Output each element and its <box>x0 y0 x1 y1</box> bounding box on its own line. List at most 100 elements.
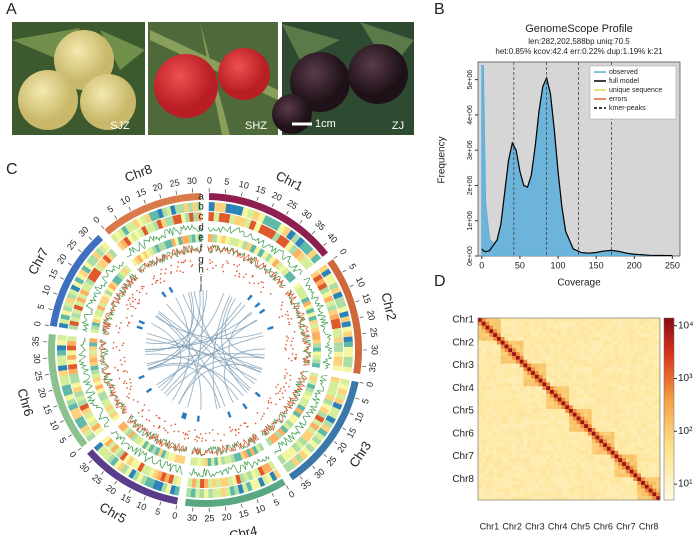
heat-cell <box>512 352 517 357</box>
heat-cell <box>557 405 562 410</box>
heat-cell <box>156 219 164 230</box>
heat-cell <box>565 325 570 330</box>
heat-cell <box>508 386 513 391</box>
heat-cell <box>618 454 623 459</box>
track-line <box>284 290 311 366</box>
heat-cell <box>216 488 222 498</box>
heat-cell <box>489 329 494 334</box>
heat-cell <box>610 371 615 376</box>
heat-cell <box>584 412 589 417</box>
synteny-link <box>147 332 258 381</box>
track-point <box>123 380 126 383</box>
heat-cell <box>584 329 589 334</box>
track-point <box>235 270 238 273</box>
synteny-link <box>146 353 265 365</box>
heat-cell <box>637 409 642 413</box>
heat-cell <box>550 371 555 376</box>
heat-cell <box>88 418 99 428</box>
heat-cell <box>595 405 600 410</box>
heat-cell <box>576 469 581 474</box>
heat-cell <box>603 420 608 425</box>
heat-cell <box>531 378 536 383</box>
heat-cell <box>553 397 558 402</box>
track-point <box>182 271 184 274</box>
heat-cell <box>292 248 303 259</box>
heat-cell <box>531 454 536 459</box>
heat-cell <box>557 352 562 357</box>
heat-cell <box>96 387 106 394</box>
heat-cell <box>572 454 577 459</box>
heat-cell <box>512 355 517 360</box>
heat-cell <box>527 336 532 341</box>
heat-cell <box>504 416 509 421</box>
heat-cell <box>656 465 661 470</box>
heat-cell <box>599 454 604 459</box>
heat-cell <box>139 474 148 485</box>
track-point <box>131 314 133 317</box>
heat-cell <box>603 431 608 436</box>
heat-cell <box>489 401 494 406</box>
heat-cell <box>531 401 536 406</box>
heat-cell <box>512 477 517 482</box>
track-point <box>240 424 242 427</box>
heat-cell <box>257 442 265 452</box>
heat-cell <box>58 322 69 329</box>
heat-cell <box>106 286 115 294</box>
heat-cell <box>70 284 81 293</box>
heat-cell <box>550 401 555 406</box>
heat-cell <box>515 427 520 432</box>
heat-cell <box>69 372 79 380</box>
heat-cell <box>542 344 547 349</box>
heat-cell <box>595 374 600 379</box>
heat-cell <box>542 333 547 338</box>
heat-cell <box>485 439 490 444</box>
heat-cell <box>629 397 634 402</box>
heat-cell <box>610 363 615 368</box>
heat-cell <box>538 355 543 360</box>
heat-cell <box>481 329 486 334</box>
heat-cell <box>534 367 539 372</box>
heat-cell <box>644 488 649 493</box>
heat-cell <box>504 462 509 467</box>
heat-cell <box>249 244 257 254</box>
track-point <box>170 272 172 275</box>
heat-cell <box>531 329 536 334</box>
heat-cell <box>311 435 322 446</box>
heat-cell <box>160 218 168 228</box>
heat-cell <box>508 412 513 417</box>
heat-cell <box>100 295 110 303</box>
colorbar-tick-label: 10² <box>678 426 693 437</box>
heat-cell <box>508 431 513 436</box>
heat-cell <box>576 340 581 345</box>
heat-cell <box>546 352 551 357</box>
heat-cell <box>629 469 634 474</box>
heat-cell <box>569 473 573 478</box>
heat-cell <box>644 424 649 429</box>
heat-cell <box>538 378 543 383</box>
heat-cell <box>220 487 227 498</box>
heat-cell <box>580 439 585 444</box>
heat-cell <box>534 401 539 406</box>
heat-cell <box>515 477 520 482</box>
heat-cell <box>584 363 589 368</box>
heat-cell <box>610 355 615 360</box>
track-point <box>280 308 283 311</box>
heat-cell <box>504 427 509 432</box>
heat-cell <box>508 333 513 338</box>
heat-cell <box>652 462 657 467</box>
heat-cell <box>481 458 486 463</box>
heat-cell <box>500 439 505 444</box>
heat-cell <box>557 333 562 338</box>
heat-cell <box>493 348 498 353</box>
heat-cell <box>572 420 577 425</box>
heat-cell <box>656 333 661 338</box>
heat-cell <box>481 359 486 364</box>
heat-cell <box>210 457 215 466</box>
heat-cell <box>637 363 642 368</box>
heat-cell <box>130 432 139 442</box>
heat-cell <box>154 244 161 253</box>
heat-cell <box>531 477 536 482</box>
track-point <box>281 315 283 317</box>
heat-cell <box>633 340 638 345</box>
heat-cell <box>496 484 501 489</box>
